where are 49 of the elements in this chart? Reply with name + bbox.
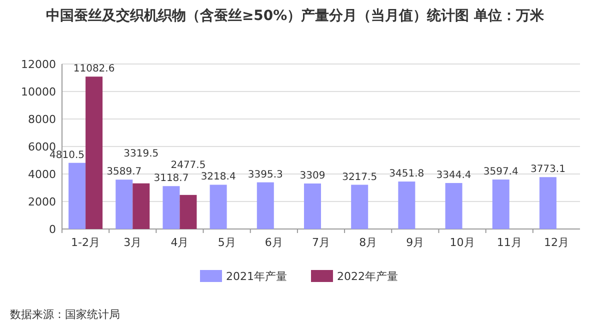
x-tick-label: 9月 [406, 236, 424, 249]
x-tick-label: 3月 [124, 236, 142, 249]
data-label: 3344.4 [436, 170, 472, 182]
x-tick-label: 4月 [170, 236, 189, 249]
y-tick-label: 10000 [21, 86, 56, 98]
bar [180, 194, 197, 229]
data-label: 3309 [300, 170, 326, 182]
x-tick-label: 5月 [218, 236, 236, 249]
bar [539, 177, 556, 229]
y-tick-label: 4000 [28, 168, 56, 181]
data-label: 3217.5 [342, 172, 378, 183]
legend-label: 2022年产量 [337, 270, 398, 283]
x-tick-label: 6月 [264, 236, 283, 249]
data-label: 3319.5 [124, 148, 159, 160]
bar [304, 184, 321, 229]
x-tick-label: 1-2月 [71, 236, 100, 249]
bar [116, 180, 133, 229]
data-label: 3773.1 [530, 164, 566, 176]
x-tick-label: 8月 [359, 236, 378, 249]
bar [210, 184, 227, 229]
bar [351, 184, 368, 229]
data-label: 2477.5 [170, 160, 206, 171]
bar [68, 162, 86, 229]
bar [492, 180, 510, 229]
x-tick-label: 12月 [544, 236, 569, 249]
bar [256, 182, 274, 229]
x-tick-label: 11月 [496, 236, 522, 249]
data-label: 3395.3 [248, 169, 283, 180]
data-label: 4810.5 [50, 150, 85, 161]
bar [445, 183, 462, 229]
bar [162, 186, 180, 229]
source-note: 数据来源：国家统计局 [10, 308, 120, 321]
bar [398, 182, 416, 229]
y-tick-label: 2000 [28, 196, 56, 208]
chart-title: 中国蚕丝及交织机织物（含蚕丝≥50%）产量分月（当月值）统计图 单位：万米 [44, 6, 546, 26]
data-label: 3218.4 [200, 172, 236, 183]
x-tick-label: 7月 [312, 236, 330, 249]
bar [132, 183, 150, 229]
x-tick-label: 10月 [450, 236, 475, 249]
y-tick-label: 0 [49, 223, 56, 236]
data-label: 11082.6 [73, 64, 115, 75]
legend-label: 2021年产量 [226, 270, 287, 283]
data-label: 3589.7 [106, 166, 142, 178]
y-tick-label: 12000 [21, 58, 56, 71]
data-label: 3597.4 [483, 166, 518, 178]
bar [86, 76, 103, 229]
data-label: 3118.7 [154, 173, 189, 184]
data-label: 3451.8 [389, 168, 424, 180]
y-tick-label: 8000 [28, 113, 56, 126]
